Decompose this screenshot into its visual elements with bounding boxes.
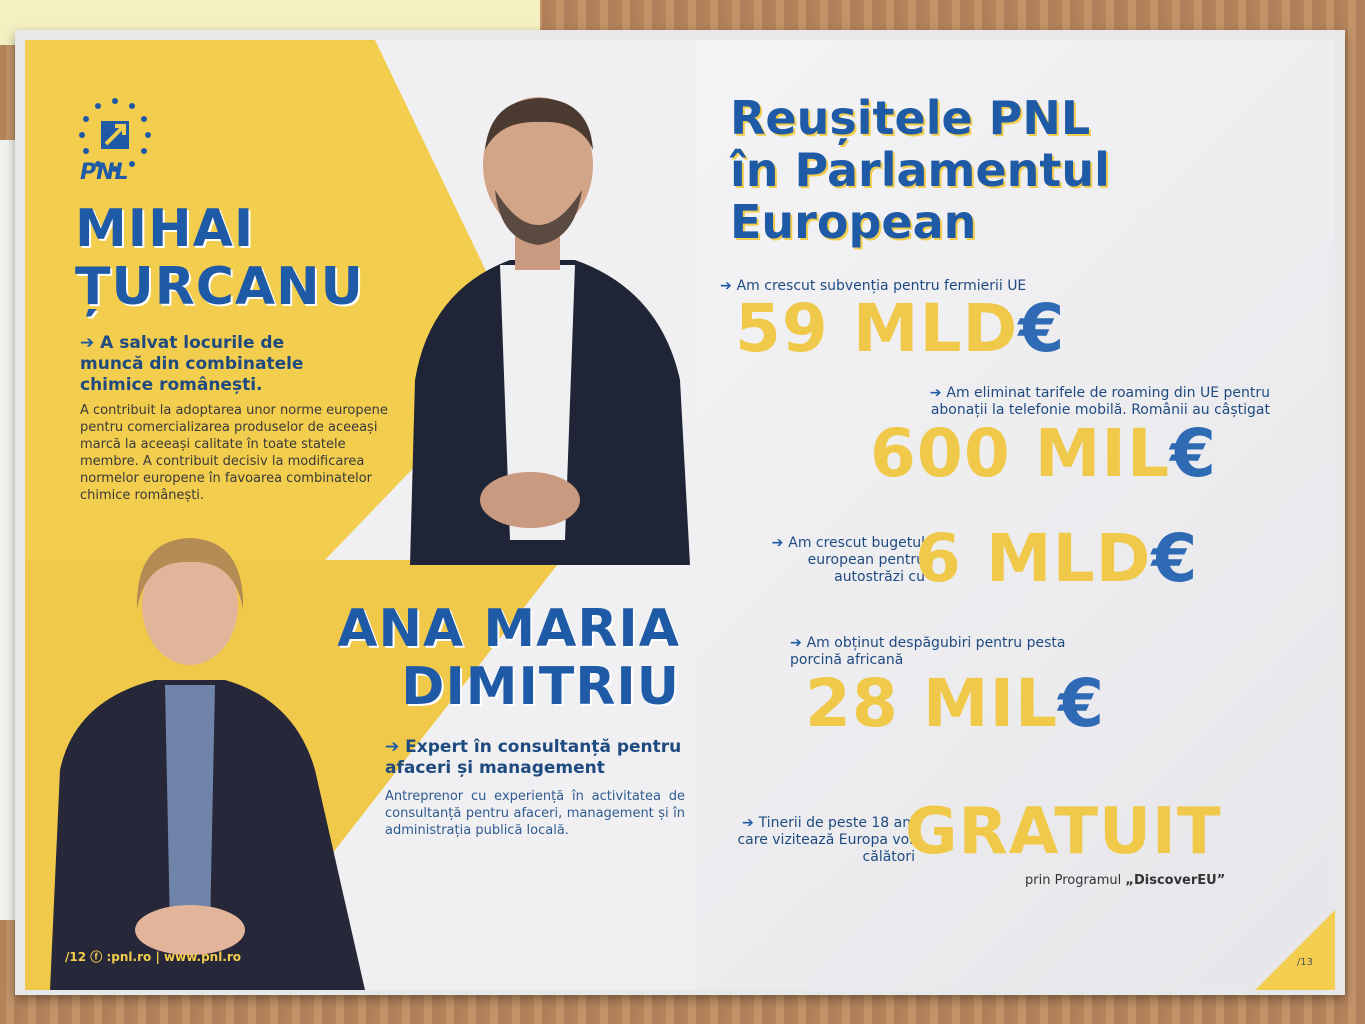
arrow-icon: ➔	[929, 385, 947, 401]
stat-amount: GRATUIT	[905, 795, 1222, 869]
program-name: „DiscoverEU”	[1125, 873, 1226, 888]
arrow-icon: ➔	[720, 278, 737, 294]
page-title: Reușitele PNL în Parlamentul European	[730, 92, 1110, 248]
euro-symbol: €	[1151, 520, 1199, 597]
arrow-icon: ➔	[771, 535, 789, 551]
headline-text: A salvat locurile de muncă din combinate…	[80, 333, 304, 395]
arrow-icon: ➔	[80, 333, 101, 353]
right-page: Reușitele PNL în Parlamentul European ➔ …	[695, 40, 1335, 990]
euro-symbol: €	[1170, 415, 1217, 492]
name-line: MIHAI	[75, 199, 255, 259]
page-number: /13	[1296, 957, 1313, 968]
stat-value: GRATUIT	[905, 795, 1221, 869]
candidate2-headline: ➔ Expert în consultanță pentru afaceri ș…	[385, 737, 685, 779]
candidate1-photo	[410, 97, 690, 565]
stat-label: ➔ Am crescut bugetul european pentru aut…	[735, 535, 925, 586]
arrow-icon: ➔	[790, 635, 807, 651]
stat-amount: 6 MLD	[915, 520, 1152, 597]
program-note: prin Programul „DiscoverEU”	[1025, 873, 1225, 888]
stat-value: 28 MIL€	[805, 665, 1105, 742]
stat-label: ➔ Am eliminat tarifele de roaming din UE…	[870, 385, 1270, 419]
title-line: European	[730, 195, 977, 249]
candidate1-headline: ➔ A salvat locurile de muncă din combina…	[80, 333, 320, 396]
left-page: PNL MIHAI ȚURCANU ➔ A salvat locurile de…	[25, 40, 695, 990]
stat-label-text: Tinerii de peste 18 ani care vizitează E…	[737, 815, 915, 865]
stat-value: 59 MLD€	[735, 290, 1065, 367]
candidate1-name: MIHAI ȚURCANU	[75, 200, 364, 316]
pnl-logo-text: PNL	[80, 160, 129, 185]
page-footer: /12 ⓕ :pnl.ro | www.pnl.ro	[65, 948, 241, 965]
candidate2-photo	[50, 538, 365, 990]
stat-amount: 600 MIL	[870, 415, 1171, 492]
name-line: DIMITRIU	[401, 657, 680, 717]
title-line: Reușitele PNL	[730, 91, 1091, 145]
stat-value: 6 MLD€	[915, 520, 1198, 597]
stat-value: 600 MIL€	[870, 415, 1217, 492]
candidate2-description: Antreprenor cu experiență în activitatea…	[385, 789, 685, 838]
headline-text: Expert în consultanță pentru afaceri și …	[385, 737, 682, 778]
program-prefix: prin Programul	[1025, 873, 1122, 888]
stat-amount: 28 MIL	[805, 665, 1059, 742]
name-line: ANA MARIA	[337, 599, 680, 659]
stat-label-text: Am crescut bugetul european pentru autos…	[788, 535, 925, 585]
stat-label-text: Am crescut subvenția pentru fermierii UE	[736, 278, 1027, 294]
candidate2-name: ANA MARIA DIMITRIU	[305, 600, 680, 716]
arrow-icon: ➔	[385, 737, 406, 757]
yellow-corner	[1255, 910, 1335, 990]
title-line: în Parlamentul	[730, 143, 1110, 197]
pnl-logo-icon	[79, 98, 151, 172]
facebook-icon: ⓕ	[90, 950, 103, 964]
stat-amount: 59 MLD	[735, 290, 1019, 367]
website-link: www.pnl.ro	[164, 950, 242, 964]
arrow-icon: ➔	[742, 815, 759, 831]
candidate1-description: A contribuit la adoptarea unor norme eur…	[80, 403, 388, 503]
stat-label: ➔ Tinerii de peste 18 ani care vizitează…	[735, 815, 915, 866]
euro-symbol: €	[1018, 290, 1066, 367]
stat-label: ➔ Am obținut despăgubiri pentru pesta po…	[790, 635, 1090, 669]
separator: |	[155, 950, 160, 964]
brochure: PNL MIHAI ȚURCANU ➔ A salvat locurile de…	[15, 30, 1345, 995]
euro-symbol: €	[1058, 665, 1106, 742]
page-number: /12	[65, 950, 87, 964]
name-line: ȚURCANU	[75, 257, 364, 317]
stat-label-text: Am obținut despăgubiri pentru pesta porc…	[790, 635, 1066, 668]
stat-label: ➔ Am crescut subvenția pentru fermierii …	[720, 278, 1120, 295]
facebook-link: :pnl.ro	[106, 950, 152, 964]
stat-label-text: Am eliminat tarifele de roaming din UE p…	[930, 385, 1270, 418]
